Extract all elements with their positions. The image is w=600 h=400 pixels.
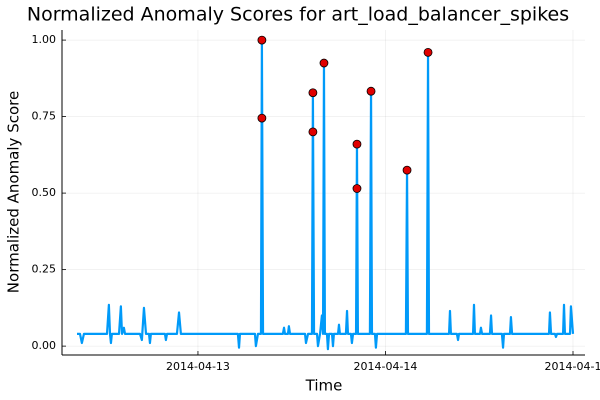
y-tick-label: 0.50 (32, 186, 57, 199)
anomaly-point (257, 35, 267, 45)
anomaly-point (352, 184, 362, 193)
anomaly-point (308, 88, 318, 98)
anomaly-point (257, 113, 267, 123)
x-axis-label: Time (305, 377, 343, 395)
y-tick-label: 0.25 (32, 263, 57, 276)
y-tick-label: 0.00 (32, 339, 57, 352)
y-tick-label: 1.00 (32, 33, 57, 46)
anomaly-point (319, 58, 329, 68)
line (77, 39, 575, 351)
anomaly-point (366, 86, 376, 96)
anomaly-point (423, 47, 433, 57)
y-tick-label: 0.75 (32, 110, 57, 123)
anomaly-point (402, 165, 412, 175)
anomaly-point (352, 139, 362, 149)
x-tick-label: 2014-04-1 (545, 360, 600, 373)
x-tick-label: 2014-04-13 (166, 360, 230, 373)
y-axis-label: Normalized Anomaly Score (5, 91, 23, 293)
anomaly-point (308, 127, 318, 137)
x-tick-label: 2014-04-14 (354, 360, 418, 373)
chart-title: Normalized Anomaly Scores for art_load_b… (27, 4, 569, 26)
